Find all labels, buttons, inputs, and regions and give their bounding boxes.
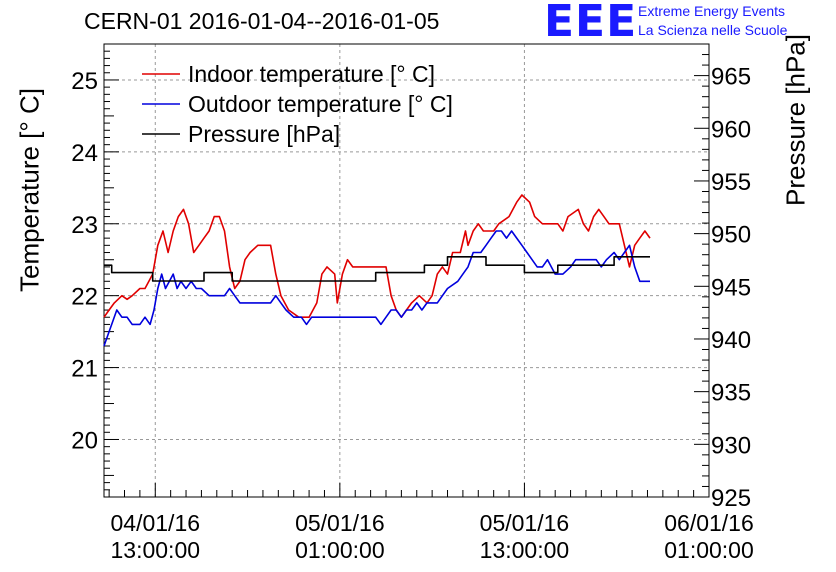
y-tick-label-right: 955 [711, 169, 751, 196]
y-tick-label-left: 22 [71, 284, 98, 311]
x-tick-label-time: 13:00:00 [111, 537, 201, 563]
y-tick-label-right: 950 [711, 222, 751, 249]
x-tick-label-date: 06/01/16 [664, 510, 754, 536]
chart-title: CERN-01 2016-01-04--2016-01-05 [84, 8, 440, 34]
y-tick-label-left: 20 [71, 427, 98, 454]
y-axis-label-right: Pressure [hPa] [780, 34, 811, 206]
x-tick-label-date: 05/01/16 [480, 510, 570, 536]
logo-subtitle-2: La Scienza nelle Scuole [638, 22, 788, 38]
y-tick-label-left: 23 [71, 212, 98, 239]
y-tick-label-right: 935 [711, 380, 751, 407]
y-tick-label-right: 940 [711, 327, 751, 354]
y-axis-label-left: Temperature [° C] [14, 87, 45, 293]
plot-frame [103, 43, 710, 498]
x-tick-label-time: 13:00:00 [480, 537, 570, 563]
legend-label: Outdoor temperature [° C] [188, 91, 453, 117]
x-tick-label-date: 05/01/16 [295, 510, 385, 536]
y-tick-label-right: 960 [711, 116, 751, 143]
legend: Indoor temperature [° C] Outdoor temperat… [142, 61, 453, 147]
y-axis-right: 925 930 935 940 945 950 955 960 965 [694, 43, 751, 512]
y-tick-label-right: 930 [711, 432, 751, 459]
eee-logo: EEE [544, 0, 638, 47]
y-tick-label-left: 25 [71, 68, 98, 95]
x-tick-label-time: 01:00:00 [664, 537, 754, 563]
x-tick-label-date: 04/01/16 [111, 510, 201, 536]
series-indoor-temperature [103, 194, 651, 319]
legend-label: Pressure [hPa] [188, 121, 340, 147]
series-outdoor-temperature [103, 230, 650, 347]
x-tick-label-time: 01:00:00 [295, 537, 385, 563]
legend-label: Indoor temperature [° C] [188, 61, 435, 87]
y-tick-label-right: 925 [711, 485, 751, 512]
y-tick-label-right: 945 [711, 274, 751, 301]
x-axis: 04/01/1613:00:0005/01/1601:00:0005/01/16… [108, 483, 754, 563]
series-pressure [104, 255, 650, 282]
y-tick-label-right: 965 [711, 64, 751, 91]
y-tick-label-left: 24 [71, 140, 98, 167]
y-tick-label-left: 21 [71, 356, 98, 383]
logo-subtitle-1: Extreme Energy Events [638, 3, 786, 19]
y-axis-left: 20 21 22 23 24 25 [71, 43, 119, 498]
